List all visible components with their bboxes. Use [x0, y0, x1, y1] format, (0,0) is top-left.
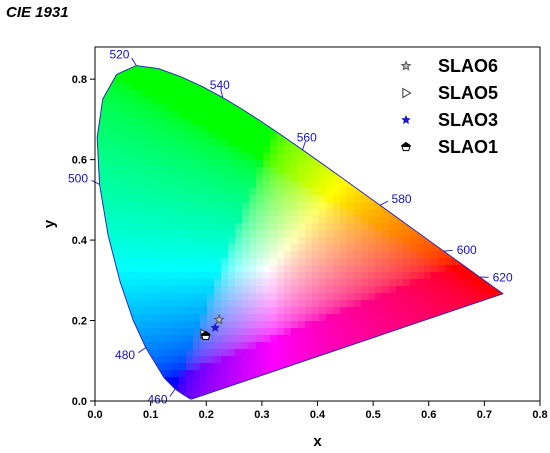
- legend-label-slao5: SLAO5: [438, 83, 498, 103]
- data-point-slao3: [210, 322, 221, 332]
- y-tick-label: 0.2: [72, 316, 87, 328]
- wavelength-tick-480: [138, 347, 147, 354]
- legend: SLAO6 SLAO5 SLAO3 SLAO1: [400, 56, 498, 157]
- y-tick-label: 0.0: [72, 396, 87, 408]
- chromaticity-gamut: [97, 65, 503, 399]
- wavelength-tick-580: [379, 200, 389, 206]
- y-axis-label: y: [41, 219, 58, 228]
- x-tick-label: 0.3: [254, 409, 269, 421]
- x-tick-label: 0.0: [87, 409, 102, 421]
- data-points: [200, 313, 225, 340]
- x-tick-label: 0.6: [421, 409, 436, 421]
- wavelength-label-500: 500: [68, 171, 88, 185]
- wavelength-label-520: 520: [109, 48, 129, 62]
- wavelength-tick-520: [131, 57, 137, 66]
- wavelength-labels: 460 480 500 520 540 560 580 600 620: [68, 48, 513, 407]
- legend-marker-slao5: [402, 87, 412, 99]
- x-axis-ticks: 0.0 0.1 0.2 0.3 0.4 0.5 0.6 0.7 0.8: [87, 401, 548, 421]
- legend-item-slao3: SLAO3: [401, 110, 498, 130]
- wavelength-label-460: 460: [147, 393, 167, 407]
- legend-marker-slao6: [400, 60, 412, 71]
- wavelength-label-540: 540: [210, 78, 230, 92]
- x-tick-label: 0.4: [310, 409, 326, 421]
- wavelength-label-480: 480: [115, 348, 135, 362]
- data-point-slao1: [200, 330, 211, 340]
- legend-marker-slao1: [401, 141, 411, 152]
- x-tick-label: 0.2: [199, 409, 214, 421]
- x-tick-label: 0.8: [532, 409, 547, 421]
- data-point-slao6: [213, 313, 225, 325]
- wavelength-tick-540: [220, 88, 224, 98]
- legend-label-slao6: SLAO6: [438, 56, 498, 76]
- wavelength-label-620: 620: [493, 271, 513, 285]
- wavelength-label-560: 560: [297, 130, 317, 144]
- legend-item-slao6: SLAO6: [400, 56, 498, 76]
- legend-item-slao5: SLAO5: [402, 83, 498, 103]
- legend-label-slao1: SLAO1: [438, 137, 498, 157]
- wavelength-label-580: 580: [392, 192, 412, 206]
- wavelength-tick-460: [169, 388, 176, 397]
- y-tick-label: 0.4: [72, 235, 88, 247]
- chart-title: CIE 1931: [6, 4, 69, 21]
- wavelength-tick-600: [443, 249, 453, 252]
- legend-label-slao3: SLAO3: [438, 110, 498, 130]
- x-axis-label: x: [313, 433, 322, 450]
- y-axis-ticks: 0.0 0.2 0.4 0.6 0.8: [72, 74, 95, 408]
- x-tick-label: 0.7: [477, 409, 492, 421]
- y-tick-label: 0.8: [72, 74, 87, 86]
- legend-marker-slao3: [401, 114, 411, 125]
- legend-item-slao1: SLAO1: [401, 137, 498, 157]
- spectral-locus: [96, 65, 505, 400]
- wavelength-label-600: 600: [457, 243, 477, 257]
- x-tick-label: 0.5: [365, 409, 380, 421]
- x-tick-label: 0.1: [143, 409, 158, 421]
- wavelength-tick-560: [302, 141, 306, 150]
- wavelength-tick-500: [91, 179, 100, 185]
- y-tick-label: 0.6: [72, 155, 87, 167]
